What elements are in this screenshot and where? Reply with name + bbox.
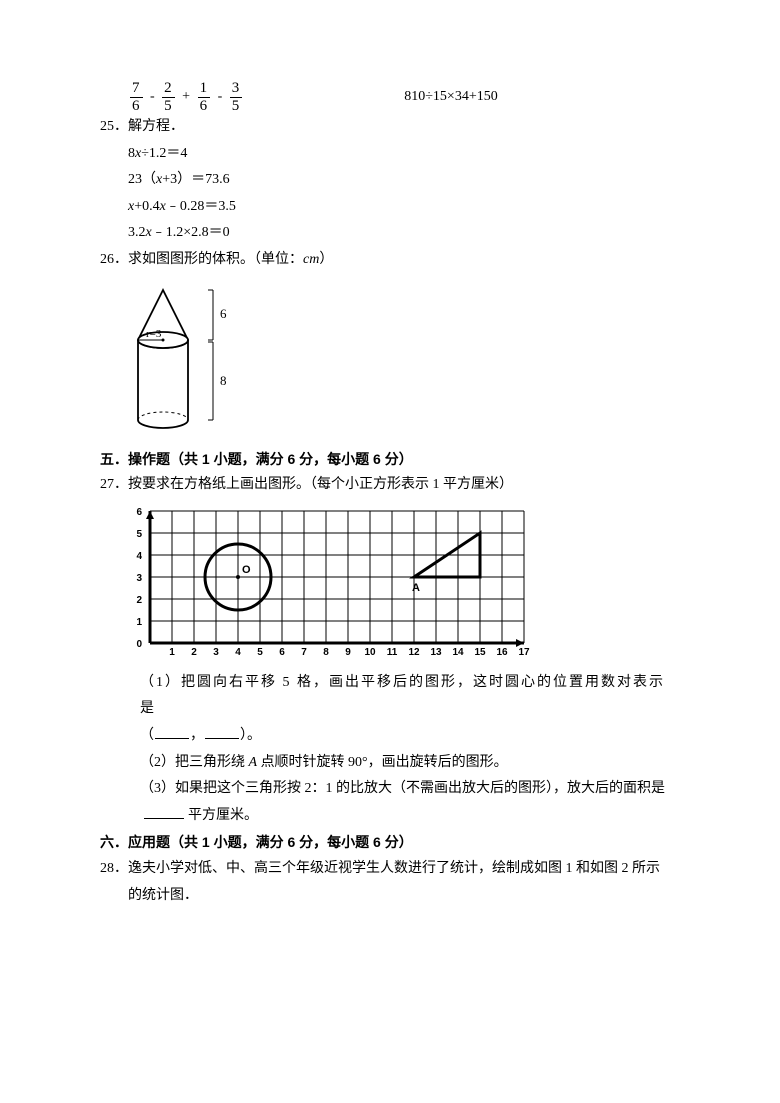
- q26-figure: r=3 6 8: [128, 280, 680, 440]
- q27-p2: （2）把三角形绕 A 点顺时针旋转 90°，画出旋转后的图形。: [100, 750, 680, 777]
- q27-p3b: 平方厘米。: [100, 803, 680, 830]
- svg-text:5: 5: [257, 647, 263, 658]
- q25-label: 25．解方程．: [100, 114, 680, 141]
- svg-text:1: 1: [136, 617, 142, 628]
- svg-text:2: 2: [191, 647, 197, 658]
- svg-text:O: O: [242, 564, 251, 576]
- q25-eq1: 8x÷1.2＝4: [128, 141, 680, 168]
- q25-eq4: 3.2x﹣1.2×2.8＝0: [128, 220, 680, 247]
- svg-text:6: 6: [136, 507, 142, 518]
- svg-text:2: 2: [136, 595, 142, 606]
- svg-text:6: 6: [279, 647, 285, 658]
- svg-text:4: 4: [235, 647, 241, 658]
- svg-text:7: 7: [301, 647, 307, 658]
- section5-title: 五．操作题（共 1 小题，满分 6 分，每小题 6 分）: [100, 446, 680, 473]
- svg-text:A: A: [412, 582, 420, 594]
- svg-text:5: 5: [136, 529, 142, 540]
- q28-line2: 的统计图．: [100, 883, 680, 910]
- section6-title: 六．应用题（共 1 小题，满分 6 分，每小题 6 分）: [100, 829, 680, 856]
- svg-text:15: 15: [474, 647, 486, 658]
- svg-text:13: 13: [430, 647, 442, 658]
- svg-text:17: 17: [518, 647, 530, 658]
- r-label: r=3: [146, 328, 162, 340]
- q27-p1a: （1）把圆向右平移 5 格，画出平移后的图形，这时圆心的位置用数对表示是: [100, 670, 680, 723]
- fraction-expr: 76 - 25 + 16 - 35: [128, 80, 244, 114]
- svg-text:0: 0: [136, 639, 142, 650]
- arithmetic-expr: 810÷15×34+150: [404, 84, 497, 111]
- svg-text:3: 3: [213, 647, 219, 658]
- svg-text:16: 16: [496, 647, 508, 658]
- svg-text:11: 11: [387, 647, 398, 658]
- cone-height: 6: [220, 306, 227, 321]
- svg-text:9: 9: [345, 647, 351, 658]
- svg-text:12: 12: [408, 647, 420, 658]
- expression-row: 76 - 25 + 16 - 35 810÷15×34+150: [100, 80, 680, 114]
- q25-eq3: x+0.4x﹣0.28＝3.5: [128, 194, 680, 221]
- svg-text:14: 14: [452, 647, 464, 658]
- q26-label: 26．求如图图形的体积。（单位：cm）: [100, 247, 680, 274]
- q25-eq2: 23（x+3）＝73.6: [128, 167, 680, 194]
- svg-text:1: 1: [169, 647, 175, 658]
- cyl-height: 8: [220, 373, 227, 388]
- page: 76 - 25 + 16 - 35 810÷15×34+150 25．解方程． …: [0, 0, 780, 969]
- q27-label: 27．按要求在方格纸上画出图形。（每个小正方形表示 1 平方厘米）: [100, 472, 680, 499]
- svg-text:3: 3: [136, 573, 142, 584]
- q27-grid: 01234561234567891011121314151617OA: [128, 503, 680, 668]
- q28-line1: 28．逸夫小学对低、中、高三个年级近视学生人数进行了统计，绘制成如图 1 和如图…: [100, 856, 680, 883]
- svg-text:4: 4: [136, 551, 142, 562]
- svg-text:8: 8: [323, 647, 329, 658]
- q27-p3a: （3）如果把这个三角形按 2：1 的比放大（不需画出放大后的图形），放大后的面积…: [100, 776, 680, 803]
- q27-p1b: （，）。: [100, 723, 680, 750]
- svg-text:10: 10: [364, 647, 376, 658]
